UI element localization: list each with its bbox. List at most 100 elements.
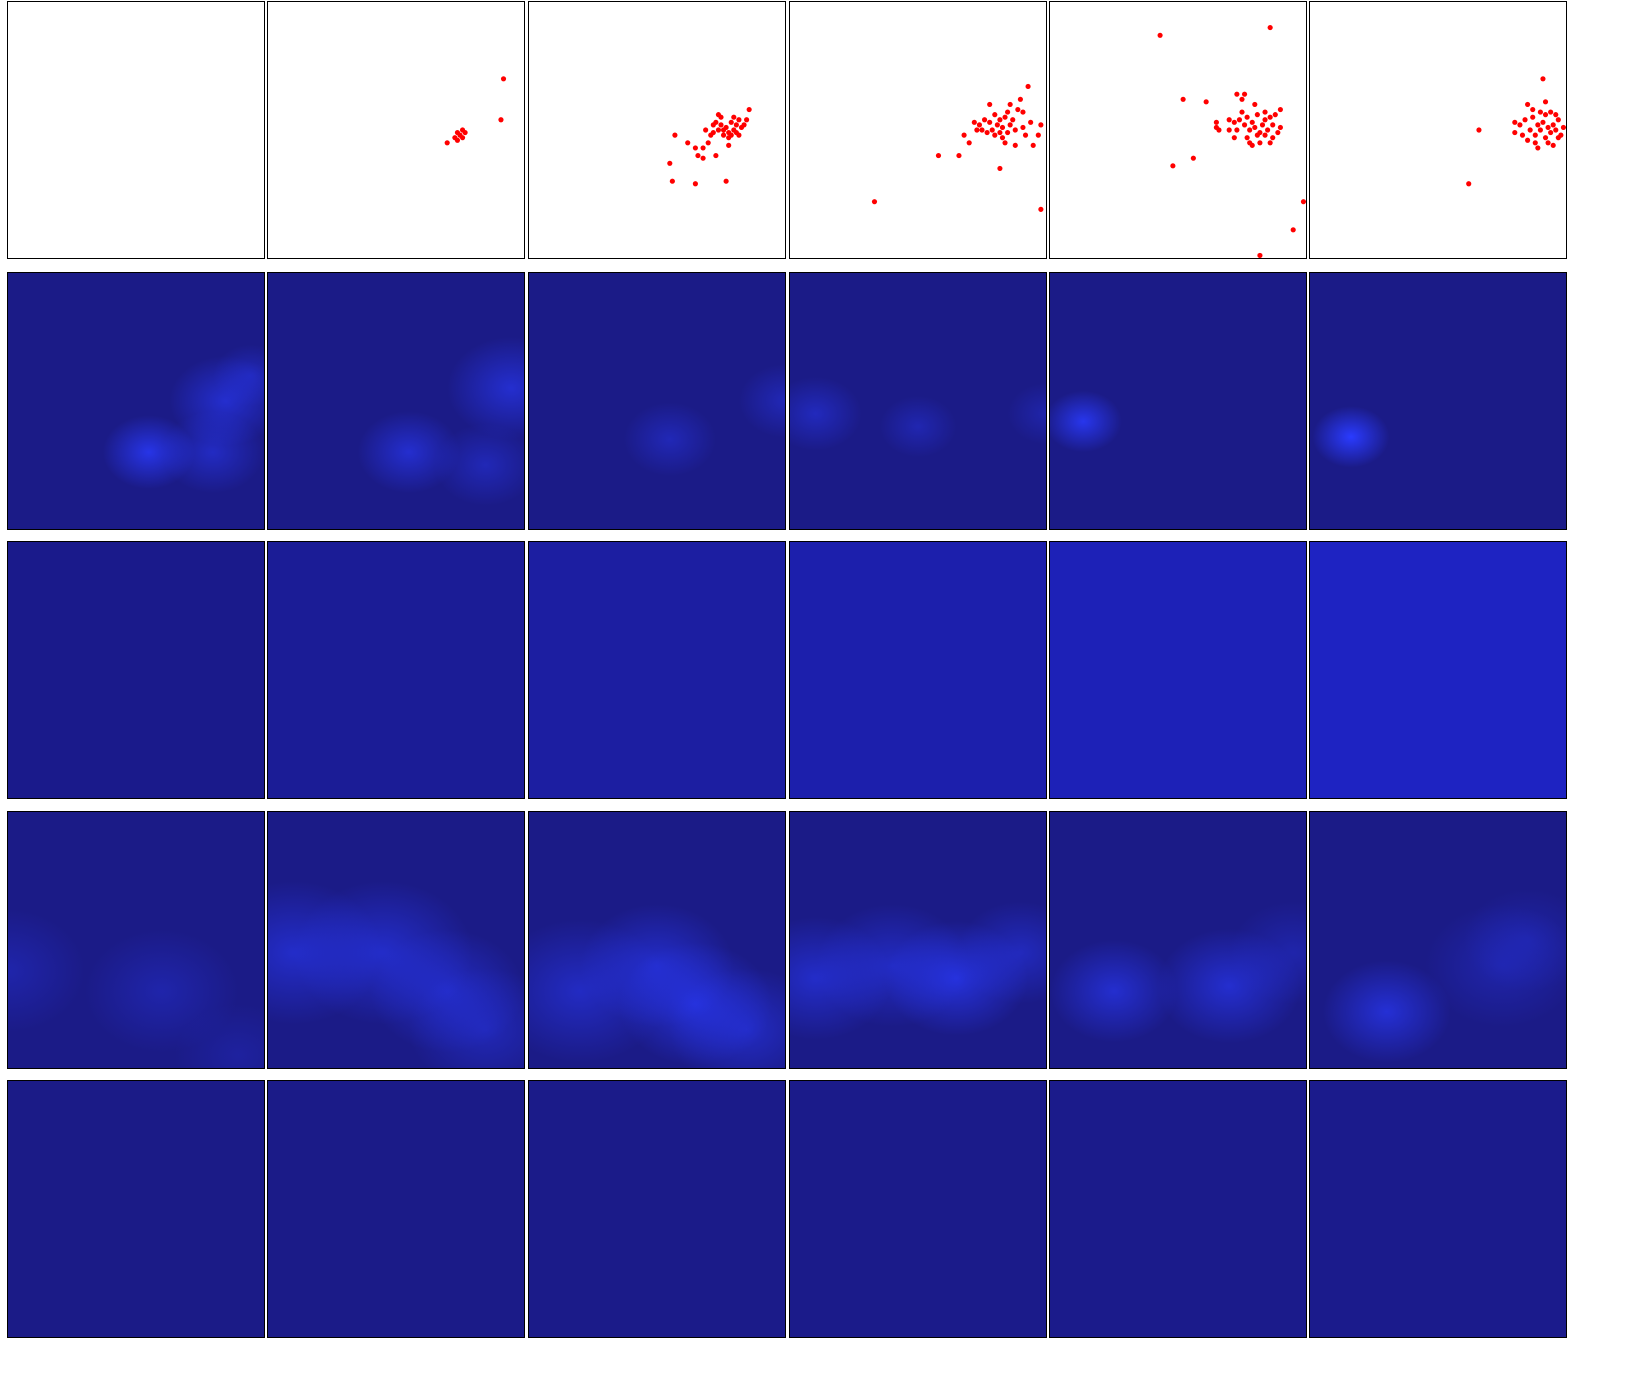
heat-blob [1312,406,1390,468]
scatter-point [1012,127,1018,133]
heatmap-canvas [8,1081,264,1337]
scatter-point [1548,109,1554,115]
panel-background [268,542,524,798]
scatter-point [1560,124,1566,131]
scatter-point [1530,106,1536,113]
scatter-point [454,137,461,143]
scatter-point [1265,127,1271,133]
panel-background [529,542,785,798]
scatter-point [1020,109,1026,115]
heatmap-canvas [268,273,524,529]
panel-background [1310,1081,1566,1337]
scatter-point [695,153,701,159]
heatmap-canvas [1310,812,1566,1068]
heatmap-panel-3-1 [7,541,265,799]
scatter-canvas [529,2,785,258]
scatter-point [720,132,727,138]
scatter-point [1203,99,1209,105]
scatter-point [731,114,737,120]
scatter-point [997,117,1003,123]
scatter-point [1537,127,1543,133]
scatter-point [1005,109,1011,115]
heatmap-panel-5-5 [1049,1080,1307,1338]
scatter-point [1239,109,1245,115]
scatter-point [1542,135,1549,141]
heatmap-panel-2-2 [267,272,525,530]
scatter-point [667,160,673,166]
heatmap-canvas [1310,1081,1566,1337]
heatmap-canvas [268,542,524,798]
panel-background [790,2,1046,258]
scatter-point [1522,117,1528,123]
scatter-point [1525,137,1531,143]
scatter-point [708,132,714,138]
heat-blob [956,901,1046,1004]
heatmap-canvas [1050,542,1306,798]
scatter-point [713,119,719,125]
heatmap-panel-2-6 [1309,272,1567,530]
heat-blob [8,909,85,1033]
scatter-point [1254,132,1260,138]
scatter-point [1015,106,1021,113]
scatter-point [1002,140,1008,146]
heat-blob [1007,383,1046,445]
scatter-point [1249,119,1255,125]
heatmap-panel-3-6 [1309,541,1567,799]
heat-blob [408,968,524,1068]
heat-blob [161,411,264,494]
scatter-point [1022,132,1029,138]
scatter-point [1275,129,1281,136]
heatmap-panel-4-3 [528,811,786,1069]
scatter-point [956,153,962,159]
scatter-point [1270,122,1276,128]
scatter-point [1262,132,1268,138]
heatmap-canvas [1050,273,1306,529]
scatter-point [1226,127,1232,133]
panel-background [529,1081,785,1337]
scatter-point [1249,142,1255,148]
scatter-point [1277,124,1283,131]
scatter-point [1234,127,1240,133]
heatmap-panel-4-2 [267,811,525,1069]
scatter-point [989,127,995,133]
heat-blob [1229,901,1306,1004]
heat-blob [357,411,460,494]
panel-background [1050,1081,1306,1337]
scatter-point [1241,122,1248,128]
scatter-point [1030,142,1036,148]
scatter-point [1550,142,1556,148]
scatter-point [1267,25,1273,31]
heatmap-canvas [529,542,785,798]
scatter-point [700,145,706,151]
scatter-canvas [8,2,264,258]
scatter-point [1550,122,1556,128]
scatter-point [1525,101,1531,107]
scatter-panel-1-1 [7,1,265,259]
scatter-point [1247,127,1253,133]
heat-blob [212,344,264,407]
scatter-point [1190,155,1196,161]
heatmap-canvas [1310,542,1566,798]
heatmap-canvas [790,1081,1046,1337]
heatmap-panel-3-2 [267,541,525,799]
heatmap-canvas [529,273,785,529]
panel-background [529,2,785,258]
scatter-point [994,122,1000,128]
panel-background [1050,542,1306,798]
scatter-point [997,165,1003,171]
heat-blob [447,337,524,440]
scatter-point [1530,114,1536,120]
scatter-point [1545,124,1551,131]
scatter-point [1517,122,1523,128]
scatter-point [1545,140,1551,146]
heatmap-panel-2-3 [528,272,786,530]
scatter-point [703,127,709,133]
scatter-point [1038,206,1044,212]
heatmap-panel-4-4 [789,811,1047,1069]
scatter-point [987,119,993,125]
scatter-point [733,122,739,128]
scatter-point [705,140,711,146]
scatter-point [981,117,988,123]
scatter-point [1532,140,1538,146]
heat-blob [879,395,957,458]
